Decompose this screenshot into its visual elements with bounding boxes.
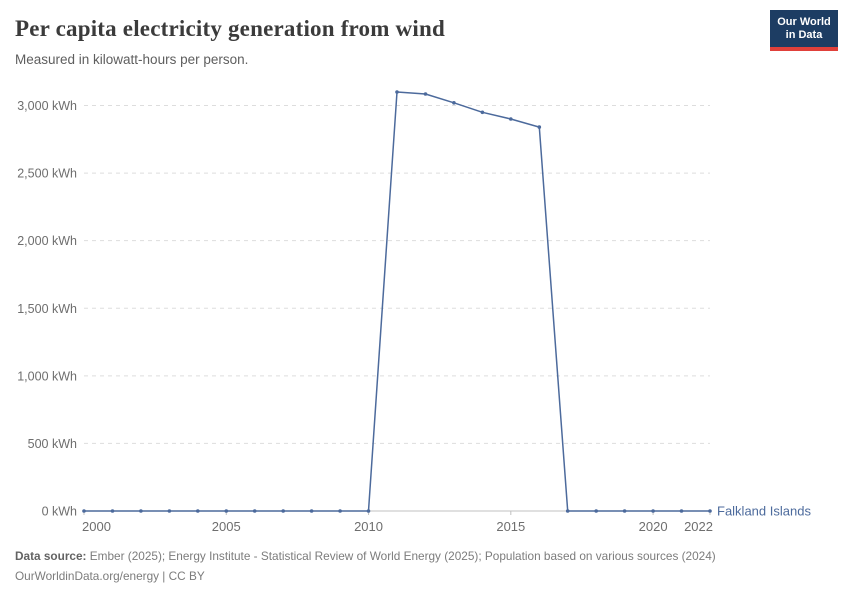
y-tick-label: 0 kWh xyxy=(42,505,77,519)
license-line: OurWorldinData.org/energy | CC BY xyxy=(15,568,205,583)
data-point[interactable] xyxy=(196,509,200,513)
data-point[interactable] xyxy=(395,90,399,94)
data-point[interactable] xyxy=(594,509,598,513)
data-point[interactable] xyxy=(224,509,229,513)
owid-logo-line1: Our World xyxy=(777,16,831,28)
chart-subtitle: Measured in kilowatt-hours per person. xyxy=(15,52,249,67)
line-chart[interactable]: 0 kWh 500 kWh 1,000 kWh 1,500 kWh 2,000 kWh 2… xyxy=(0,70,850,540)
data-point[interactable] xyxy=(281,509,286,513)
y-tick-label: 2,000 kWh xyxy=(17,234,77,248)
chart-footer: Data source: Ember (2025); Energy Instit… xyxy=(15,547,835,586)
y-tick-label: 3,000 kWh xyxy=(17,99,77,113)
data-point[interactable] xyxy=(110,509,115,513)
x-tick-label: 2020 xyxy=(639,519,668,534)
series-line xyxy=(84,91,710,512)
data-point[interactable] xyxy=(423,92,428,96)
owid-logo[interactable]: Our World in Data xyxy=(770,10,838,51)
y-tick-label: 2,500 kWh xyxy=(17,167,77,181)
chart-area[interactable]: 0 kWh 500 kWh 1,000 kWh 1,500 kWh 2,000 kWh 2… xyxy=(0,70,850,540)
data-point[interactable] xyxy=(366,509,371,513)
data-point[interactable] xyxy=(167,509,172,513)
x-tick-label: 2005 xyxy=(212,519,241,534)
data-point[interactable] xyxy=(708,509,712,513)
data-source-line: Data source: Ember (2025); Energy Instit… xyxy=(15,547,835,567)
x-tick-label: 2015 xyxy=(496,519,525,534)
data-point[interactable] xyxy=(537,125,542,129)
x-tick-label: 2000 xyxy=(82,519,111,534)
data-point[interactable] xyxy=(452,101,456,105)
data-point[interactable] xyxy=(82,509,86,513)
data-point[interactable] xyxy=(252,509,257,513)
data-point[interactable] xyxy=(139,509,143,513)
data-point[interactable] xyxy=(480,110,485,115)
data-source-text: Ember (2025); Energy Institute - Statist… xyxy=(86,549,716,563)
data-point[interactable] xyxy=(679,509,684,513)
page-title: Per capita electricity generation from w… xyxy=(15,16,445,41)
data-source-label: Data source: xyxy=(15,549,87,563)
x-tick-label: 2010 xyxy=(354,519,383,534)
data-point[interactable] xyxy=(565,509,570,513)
y-tick-label: 500 kWh xyxy=(28,437,77,451)
data-point[interactable] xyxy=(651,509,655,513)
y-tick-label: 1,000 kWh xyxy=(17,369,77,383)
data-point[interactable] xyxy=(622,509,627,513)
owid-logo-line2: in Data xyxy=(785,29,823,41)
x-tick-label: 2022 xyxy=(684,519,713,534)
data-point[interactable] xyxy=(309,509,314,513)
entity-label[interactable]: Falkland Islands xyxy=(717,504,811,519)
y-tick-label: 1,500 kWh xyxy=(17,302,77,316)
data-point[interactable] xyxy=(338,509,342,513)
data-point[interactable] xyxy=(509,117,513,121)
